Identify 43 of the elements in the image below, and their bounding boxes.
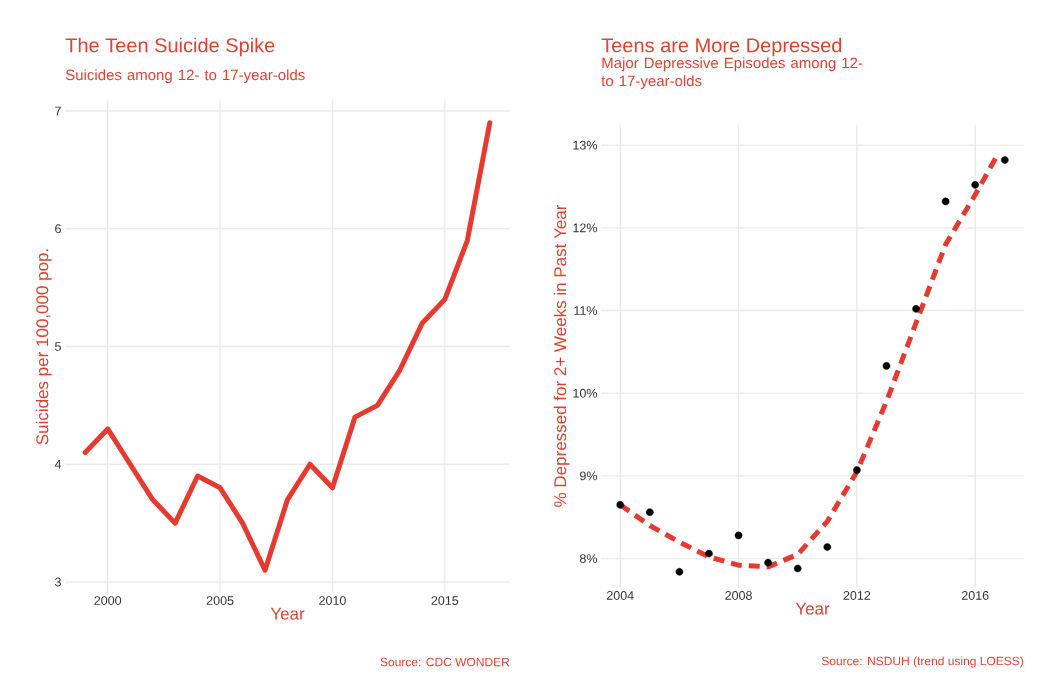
y-tick-label: 11% xyxy=(574,306,598,315)
y-tick-label: 12% xyxy=(573,223,598,233)
y-tick-label: 7 xyxy=(55,106,61,116)
x-tick-label: 2010 xyxy=(319,596,346,605)
x-tick-label: 2016 xyxy=(961,591,989,600)
x-tick-label: 2015 xyxy=(431,596,459,605)
point xyxy=(734,531,743,540)
point xyxy=(1000,156,1009,164)
chart-subtitle: Major Depressive Episodes among 12- to 17-year-olds xyxy=(601,57,863,90)
chart-subtitle: Suicides among 12- to 17-year-olds xyxy=(65,69,305,84)
y-axis-title: Suicides per 100,000 pop. xyxy=(35,249,52,445)
point xyxy=(882,362,891,370)
chart-title: The Teen Suicide Spike xyxy=(65,37,275,57)
point xyxy=(823,543,832,551)
point xyxy=(971,181,980,189)
y-tick-label: 3 xyxy=(54,577,61,587)
point xyxy=(764,558,772,567)
x-tick-label: 2012 xyxy=(843,591,871,600)
x-axis-title: Year xyxy=(795,602,830,615)
point xyxy=(705,549,713,558)
chart-title: Teens are More Depressed xyxy=(601,37,842,57)
y-tick-label: 8% xyxy=(579,554,598,563)
x-tick-label: 2005 xyxy=(206,596,234,605)
point xyxy=(616,501,625,509)
y-tick-label: 6 xyxy=(55,224,61,234)
y-tick-label: 4 xyxy=(54,459,62,469)
y-tick-label: 13% xyxy=(573,140,598,150)
x-axis-title: Year xyxy=(270,607,305,620)
point xyxy=(793,564,802,573)
y-axis-title: % Depressed for 2+ Weeks in Past Year xyxy=(553,204,570,507)
y-tick-label: 5 xyxy=(55,342,61,351)
x-tick-label: 2000 xyxy=(94,596,122,605)
point xyxy=(675,567,684,576)
x-tick-label: 2008 xyxy=(725,591,752,600)
point xyxy=(912,305,920,313)
y-tick-label: 10% xyxy=(573,388,598,398)
point xyxy=(646,508,654,517)
point xyxy=(853,466,861,474)
x-tick-label: 2004 xyxy=(606,591,634,600)
y-tick-label: 9% xyxy=(579,471,598,481)
source-note: Source: CDC WONDER xyxy=(380,657,510,667)
source-note: Source: NSDUH (trend using LOESS) xyxy=(821,656,1024,668)
point xyxy=(941,197,950,206)
